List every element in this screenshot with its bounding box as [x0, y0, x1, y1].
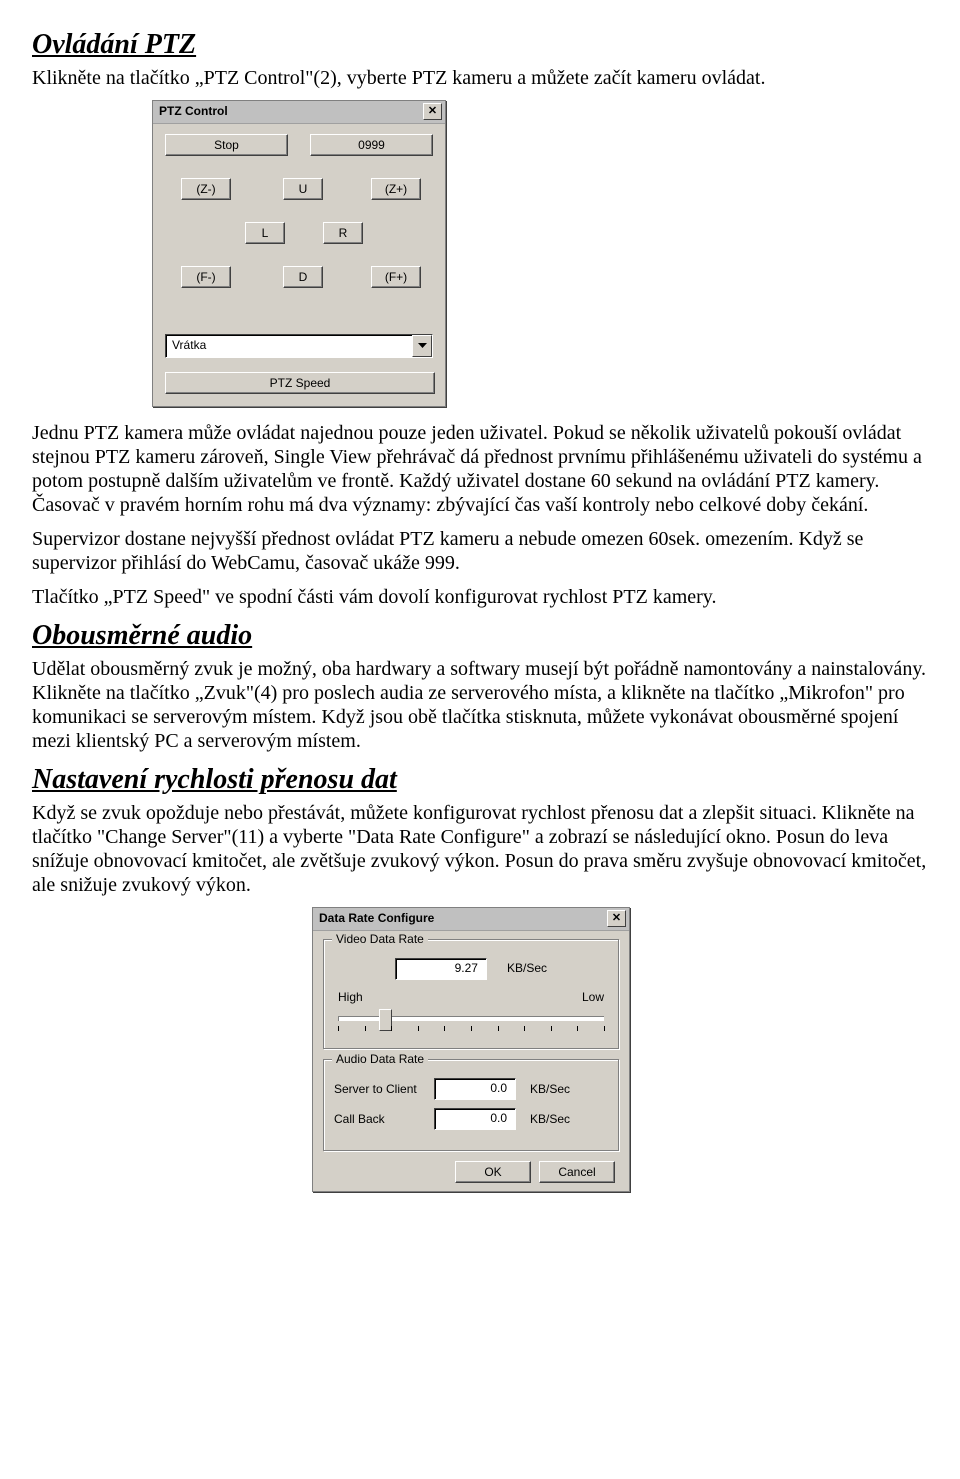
- ptz-control-window: PTZ Control ✕ Stop 0999 (Z-) U (Z+) L R …: [152, 100, 446, 408]
- close-button[interactable]: ✕: [607, 910, 626, 927]
- preset-selected: Vrátka: [166, 335, 412, 357]
- video-rate-slider[interactable]: [336, 1008, 606, 1032]
- unit-label: KB/Sec: [530, 1082, 570, 1096]
- timer-display: 0999: [310, 134, 433, 156]
- audio-legend: Audio Data Rate: [332, 1052, 428, 1066]
- call-back-value: 0.0: [434, 1108, 516, 1130]
- ptz-titlebar[interactable]: PTZ Control ✕: [153, 101, 445, 124]
- preset-dropdown[interactable]: Vrátka: [165, 334, 433, 358]
- down-button[interactable]: D: [283, 266, 323, 288]
- paragraph: Jednu PTZ kamera může ovládat najednou p…: [32, 421, 928, 517]
- paragraph: Když se zvuk opožduje nebo přestávát, mů…: [32, 801, 928, 897]
- zoom-in-button[interactable]: (Z+): [371, 178, 421, 200]
- focus-out-button[interactable]: (F-): [181, 266, 231, 288]
- data-rate-window: Data Rate Configure ✕ Video Data Rate 9.…: [312, 907, 630, 1193]
- unit-label: KB/Sec: [530, 1112, 570, 1126]
- audio-data-rate-group: Audio Data Rate Server to Client 0.0 KB/…: [323, 1059, 619, 1151]
- focus-in-button[interactable]: (F+): [371, 266, 421, 288]
- video-legend: Video Data Rate: [332, 932, 428, 946]
- drc-titlebar[interactable]: Data Rate Configure ✕: [313, 908, 629, 931]
- chevron-down-icon: [412, 335, 432, 357]
- high-label: High: [338, 990, 363, 1004]
- left-button[interactable]: L: [245, 222, 285, 244]
- paragraph: Tlačítko „PTZ Speed" ve spodní části vám…: [32, 585, 928, 609]
- zoom-out-button[interactable]: (Z-): [181, 178, 231, 200]
- server-to-client-label: Server to Client: [334, 1082, 426, 1096]
- paragraph: Supervizor dostane nejvyšší přednost ovl…: [32, 527, 928, 575]
- right-button[interactable]: R: [323, 222, 363, 244]
- stop-button[interactable]: Stop: [165, 134, 288, 156]
- up-button[interactable]: U: [283, 178, 323, 200]
- server-to-client-value: 0.0: [434, 1078, 516, 1100]
- unit-label: KB/Sec: [507, 961, 547, 975]
- close-button[interactable]: ✕: [423, 103, 442, 120]
- close-icon: ✕: [428, 106, 437, 117]
- low-label: Low: [582, 990, 604, 1004]
- close-icon: ✕: [612, 913, 621, 924]
- paragraph: Klikněte na tlačítko „PTZ Control"(2), v…: [32, 66, 928, 90]
- ptz-speed-button[interactable]: PTZ Speed: [165, 372, 435, 394]
- heading-audio: Obousměrné audio: [32, 619, 928, 653]
- video-rate-value: 9.27: [395, 958, 487, 980]
- heading-datarate: Nastavení rychlosti přenosu dat: [32, 763, 928, 797]
- ptz-title: PTZ Control: [159, 104, 423, 118]
- video-data-rate-group: Video Data Rate 9.27 KB/Sec High Low: [323, 939, 619, 1049]
- paragraph: Udělat obousměrný zvuk je možný, oba har…: [32, 657, 928, 753]
- drc-title: Data Rate Configure: [319, 911, 607, 925]
- call-back-label: Call Back: [334, 1112, 426, 1126]
- heading-ptz: Ovládání PTZ: [32, 28, 928, 62]
- ok-button[interactable]: OK: [455, 1161, 531, 1183]
- cancel-button[interactable]: Cancel: [539, 1161, 615, 1183]
